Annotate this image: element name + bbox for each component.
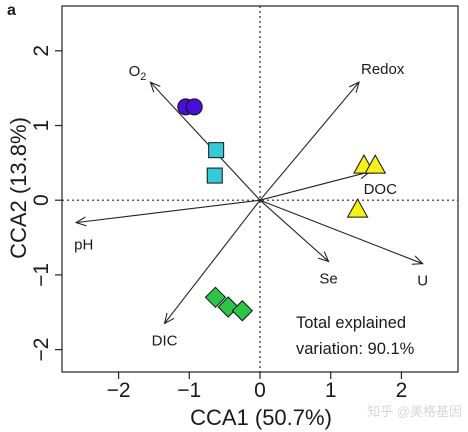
- y-tick-label: 1: [30, 120, 53, 132]
- point-triangle: [346, 198, 369, 218]
- x-tick-label: −1: [177, 379, 201, 402]
- x-tick-label: 0: [254, 379, 266, 402]
- y-tick-label: −1: [30, 263, 53, 287]
- point-circle: [185, 98, 203, 116]
- point-square: [208, 142, 225, 159]
- vector-dic: [165, 199, 261, 323]
- plot-area: −2 −1 0 1 2 −2 −1 0 1 2 O2 Redox DOC pH U Se DIC: [30, 5, 459, 402]
- panel-label: a: [7, 2, 16, 19]
- vector-label-dic: DIC: [152, 332, 178, 349]
- y-tick-label: 2: [30, 45, 53, 57]
- vector-label-u: U: [417, 273, 428, 290]
- vector-label-ph: pH: [74, 237, 93, 254]
- vector-label-se: Se: [319, 270, 337, 287]
- point-diamond: [231, 300, 254, 322]
- x-tick-label: 1: [325, 379, 337, 402]
- vector-label-o: O2: [129, 63, 147, 83]
- vector-label-doc: DOC: [364, 181, 398, 198]
- x-tick-label: 2: [396, 379, 408, 402]
- point-diamond: [204, 286, 227, 309]
- variance-note-line-2: variation: 90.1%: [296, 340, 415, 358]
- y-tick-label: 0: [30, 194, 53, 206]
- vector-label-redox: Redox: [361, 61, 405, 78]
- vector-ph: [76, 199, 261, 222]
- variance-note-line-1: Total explained: [296, 314, 406, 332]
- y-tick-label: −2: [30, 338, 53, 362]
- point-triangle: [364, 154, 387, 174]
- vector-redox: [259, 82, 359, 201]
- vector-se: [259, 199, 329, 261]
- y-axis-title: CCA2 (13.8%): [6, 117, 31, 259]
- vector-o: [150, 82, 261, 201]
- x-tick-label: −2: [107, 379, 131, 402]
- vector-doc: [259, 172, 370, 201]
- point-square: [206, 167, 223, 184]
- watermark: 知乎 @美格基因: [367, 404, 462, 419]
- vector-u: [259, 199, 423, 263]
- x-axis-title: CCA1 (50.7%): [190, 405, 332, 430]
